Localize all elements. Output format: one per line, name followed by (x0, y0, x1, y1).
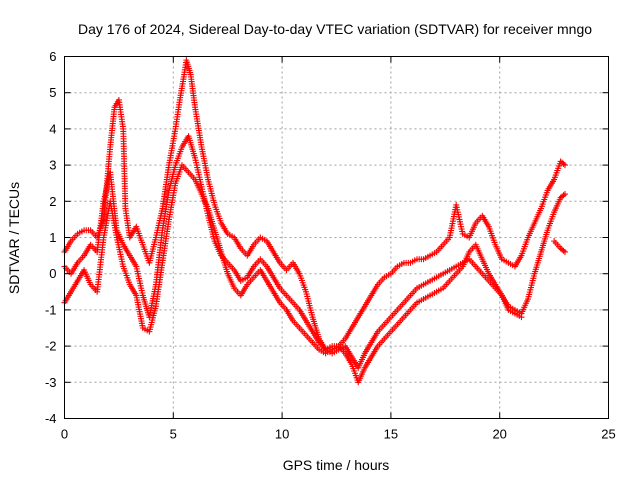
x-tick-labels: 0 5 10 15 20 25 (61, 427, 616, 442)
y-tick-label: 1 (49, 230, 56, 245)
x-tick-label: 15 (384, 427, 398, 442)
y-tick-label: 6 (49, 49, 56, 64)
x-tick-label: 0 (61, 427, 68, 442)
x-tick-label: 25 (601, 427, 615, 442)
y-tick-label: 2 (49, 194, 56, 209)
axis-ticks (64, 56, 609, 419)
data-point (518, 314, 525, 321)
x-tick-label: 5 (170, 427, 177, 442)
y-tick-label: 3 (49, 158, 56, 173)
x-axis-label: GPS time / hours (283, 457, 390, 473)
y-tick-label: -4 (45, 411, 57, 426)
data-point (561, 162, 568, 169)
y-tick-label: -1 (45, 302, 57, 317)
chart-title: Day 176 of 2024, Sidereal Day-to-day VTE… (78, 21, 592, 37)
data-points (61, 57, 568, 386)
y-tick-label: 0 (49, 266, 56, 281)
y-tick-label: 4 (49, 121, 56, 136)
data-point (561, 248, 568, 255)
y-tick-labels: -4 -3 -2 -1 0 1 2 3 4 5 6 (45, 49, 57, 426)
y-tick-label: -3 (45, 375, 57, 390)
y-tick-label: 5 (49, 85, 56, 100)
y-tick-label: -2 (45, 339, 57, 354)
x-tick-label: 20 (492, 427, 506, 442)
x-tick-label: 10 (275, 427, 289, 442)
y-axis-label: SDTVAR / TECUs (6, 182, 22, 294)
data-point (561, 191, 568, 198)
